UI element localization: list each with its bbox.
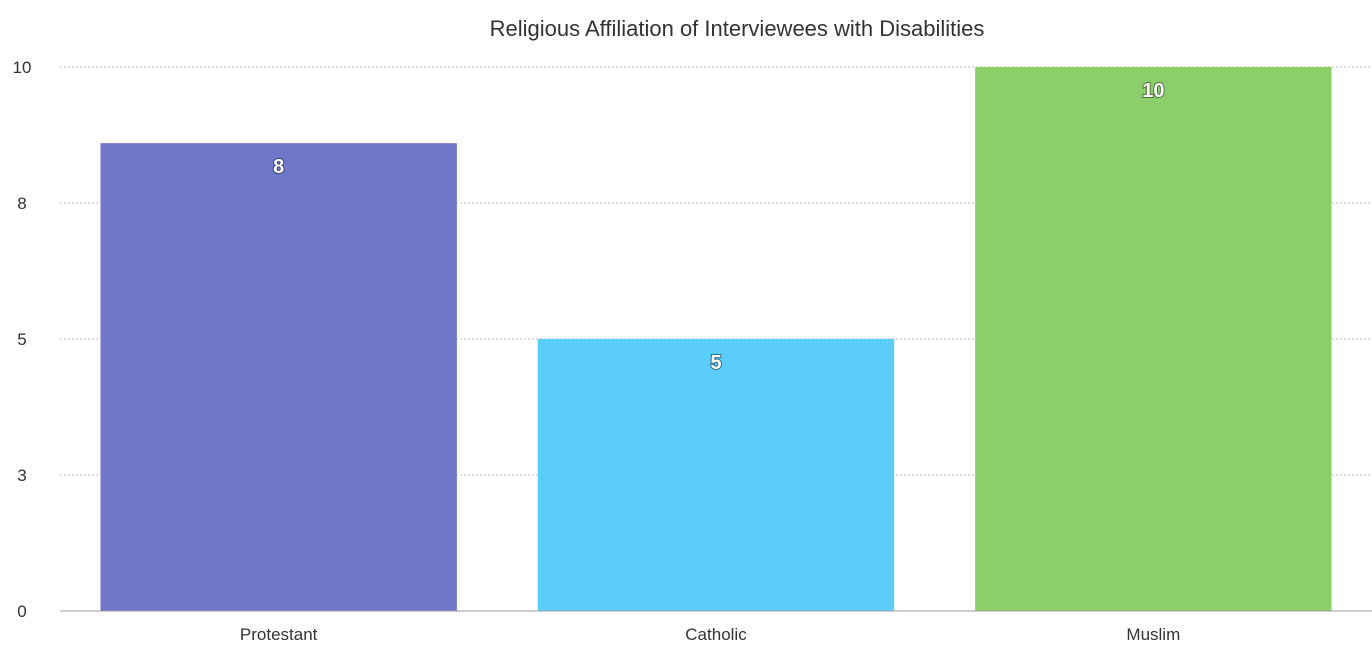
data-label: 5 [710, 352, 721, 374]
bar-protestant [100, 143, 457, 611]
bars [100, 67, 1332, 611]
data-label: 8 [273, 156, 284, 178]
data-labels: 8 5 10 [272, 79, 1165, 375]
chart-title: Religious Affiliation of Interviewees wi… [490, 16, 985, 41]
y-axis-ticks: 0 3 5 8 10 [13, 58, 32, 621]
y-tick-label: 5 [17, 330, 26, 349]
x-category-label: Protestant [240, 625, 318, 644]
bar-muslim [975, 67, 1332, 611]
x-category-label: Catholic [685, 625, 747, 644]
x-category-label: Muslim [1126, 625, 1180, 644]
data-label: 10 [1142, 80, 1164, 102]
y-tick-label: 0 [17, 602, 26, 621]
bar-catholic [537, 339, 895, 611]
y-tick-label: 3 [17, 466, 26, 485]
y-tick-label: 10 [13, 58, 32, 77]
x-axis-categories: Protestant Catholic Muslim [240, 625, 1180, 644]
y-tick-label: 8 [17, 194, 26, 213]
